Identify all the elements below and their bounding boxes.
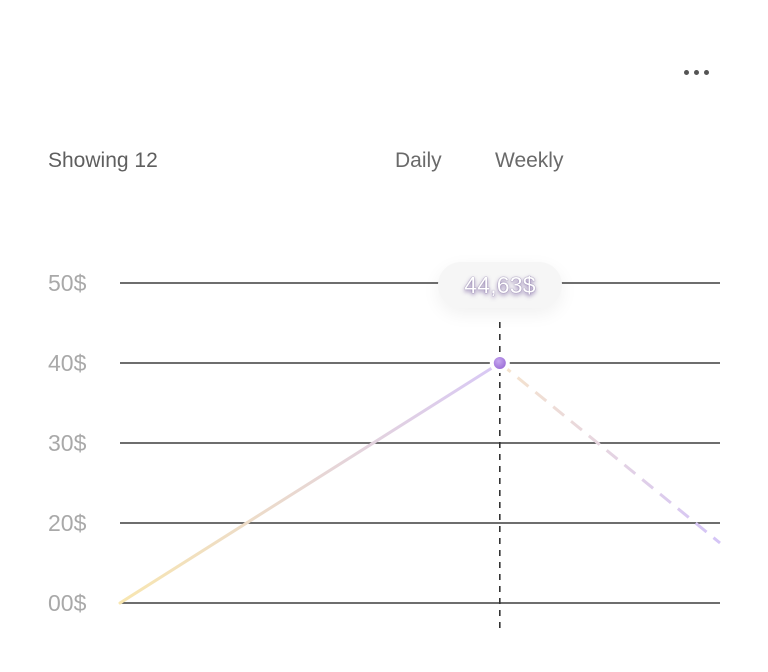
y-tick-label: 00$ bbox=[48, 590, 87, 616]
showing-count-label: Showing 12 bbox=[48, 149, 158, 172]
y-tick-label: 40$ bbox=[48, 350, 87, 376]
y-tick-label: 50$ bbox=[48, 270, 87, 296]
tab-weekly[interactable]: Weekly bbox=[495, 149, 564, 172]
y-tick-label: 30$ bbox=[48, 430, 87, 456]
highlight-point[interactable] bbox=[493, 357, 506, 369]
more-horizontal-icon-dot bbox=[703, 69, 709, 75]
series-line-projection bbox=[498, 361, 721, 545]
y-axis-ticks: 00$ 20$ 30$ 40$ 50$ bbox=[48, 270, 87, 616]
value-tooltip: 44,63$ bbox=[438, 262, 562, 308]
chart-header: Showing 12 Daily Weekly bbox=[0, 146, 768, 176]
y-tick-label: 20$ bbox=[48, 510, 87, 536]
gridlines bbox=[120, 282, 720, 604]
series-lines bbox=[118, 361, 721, 605]
highlight-points bbox=[489, 353, 510, 373]
tooltip-value: 44,63$ bbox=[464, 271, 536, 298]
tab-daily[interactable]: Daily bbox=[395, 149, 442, 172]
highlight-point-halo bbox=[489, 353, 510, 373]
more-horizontal-icon-dot bbox=[693, 69, 699, 75]
series-line-solid bbox=[118, 361, 502, 605]
more-horizontal-icon bbox=[683, 69, 689, 75]
more-options-button[interactable] bbox=[672, 55, 720, 89]
